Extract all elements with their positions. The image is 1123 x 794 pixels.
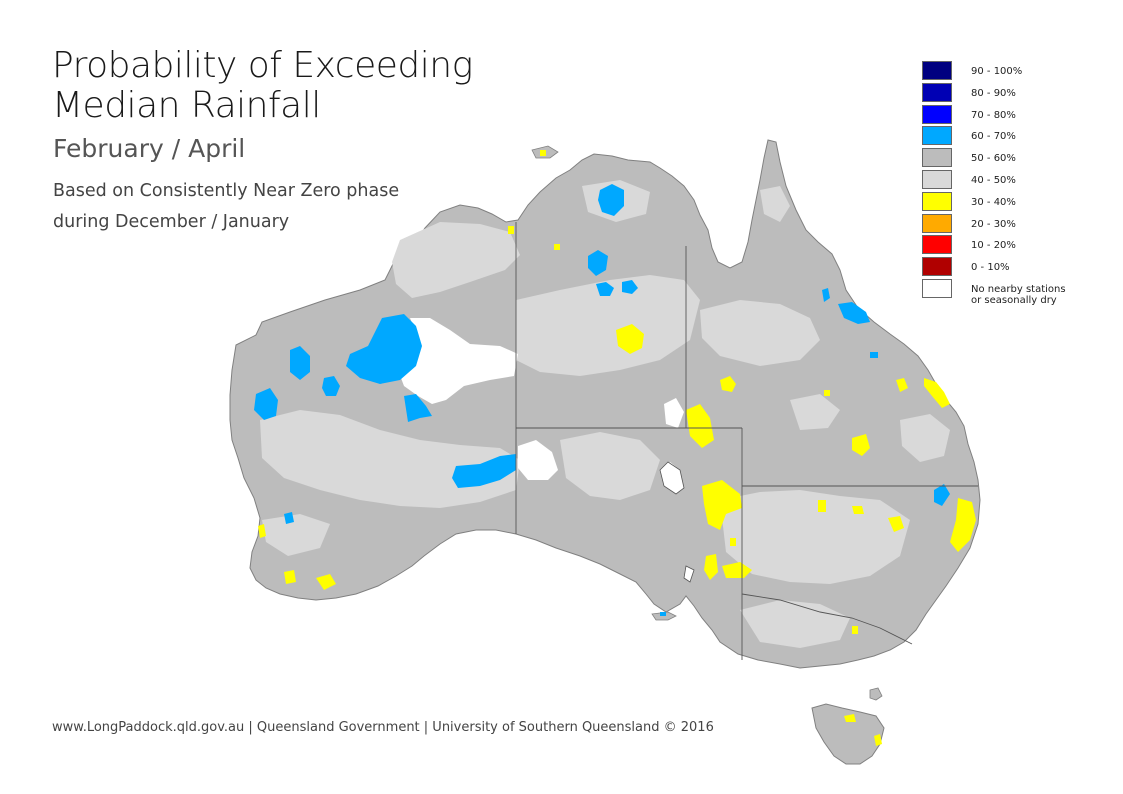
legend-label: 10 - 20% — [971, 240, 1016, 252]
legend-label: 70 - 80% — [971, 109, 1016, 121]
below-median-zones — [258, 150, 976, 746]
basis-line-1: Based on Consistently Near Zero phase — [53, 181, 400, 201]
legend-swatch — [922, 104, 952, 124]
period-label: February / April — [53, 134, 246, 163]
legend-item: No nearby stations or seasonally dry — [922, 278, 1112, 306]
legend-item: 50 - 60% — [922, 148, 1112, 170]
map-legend: 90 - 100% 80 - 90% 70 - 80% 60 - 70% 50 … — [922, 61, 1112, 306]
legend-item: 60 - 70% — [922, 126, 1112, 148]
legend-label: 0 - 10% — [971, 262, 1010, 274]
legend-label: 80 - 90% — [971, 87, 1016, 99]
legend-item: 40 - 50% — [922, 169, 1112, 192]
legend-swatch — [922, 213, 952, 233]
legend-item: 0 - 10% — [922, 257, 1112, 279]
legend-item: 80 - 90% — [922, 82, 1112, 105]
legend-swatch — [922, 278, 952, 298]
legend-item: 90 - 100% — [922, 61, 1112, 83]
legend-label: 30 - 40% — [971, 196, 1016, 208]
state-borders — [515, 222, 978, 660]
lakes — [659, 461, 695, 583]
legend-item: 10 - 20% — [922, 235, 1112, 257]
basis-description: Based on Consistently Near Zero phase du… — [53, 176, 399, 238]
legend-label: 50 - 60% — [971, 153, 1016, 165]
legend-label-line-2: or seasonally dry — [971, 294, 1057, 306]
tasmania-outline — [811, 703, 885, 765]
legend-swatch — [922, 61, 952, 80]
legend-swatch — [922, 148, 952, 168]
above-median-zones — [254, 184, 950, 616]
legend-swatch — [922, 235, 952, 255]
basis-line-2: during December / January — [53, 212, 290, 232]
legend-swatch — [922, 126, 952, 146]
legend-label-line-1: No nearby stations — [971, 283, 1066, 295]
map-title: Probability of Exceeding Median Rainfall — [52, 46, 473, 126]
title-line-2: Median Rainfall — [52, 85, 321, 126]
mainland-outline — [229, 139, 981, 669]
legend-swatch — [922, 191, 952, 211]
legend-label: 60 - 70% — [971, 131, 1016, 143]
legend-item: 20 - 30% — [922, 213, 1112, 236]
legend-item: 30 - 40% — [922, 191, 1112, 214]
legend-label: 20 - 30% — [971, 218, 1016, 230]
legend-item: 70 - 80% — [922, 104, 1112, 127]
legend-label: 40 - 50% — [971, 174, 1016, 186]
title-line-1: Probability of Exceeding — [52, 45, 473, 86]
legend-swatch — [922, 257, 952, 277]
legend-swatch — [922, 169, 952, 189]
legend-label: 90 - 100% — [971, 66, 1023, 77]
flinders-island — [869, 687, 883, 701]
footer-credits: www.LongPaddock.qld.gov.au | Queensland … — [52, 720, 714, 735]
legend-swatch — [922, 82, 952, 102]
legend-label: No nearby stations or seasonally dry — [971, 279, 1066, 306]
